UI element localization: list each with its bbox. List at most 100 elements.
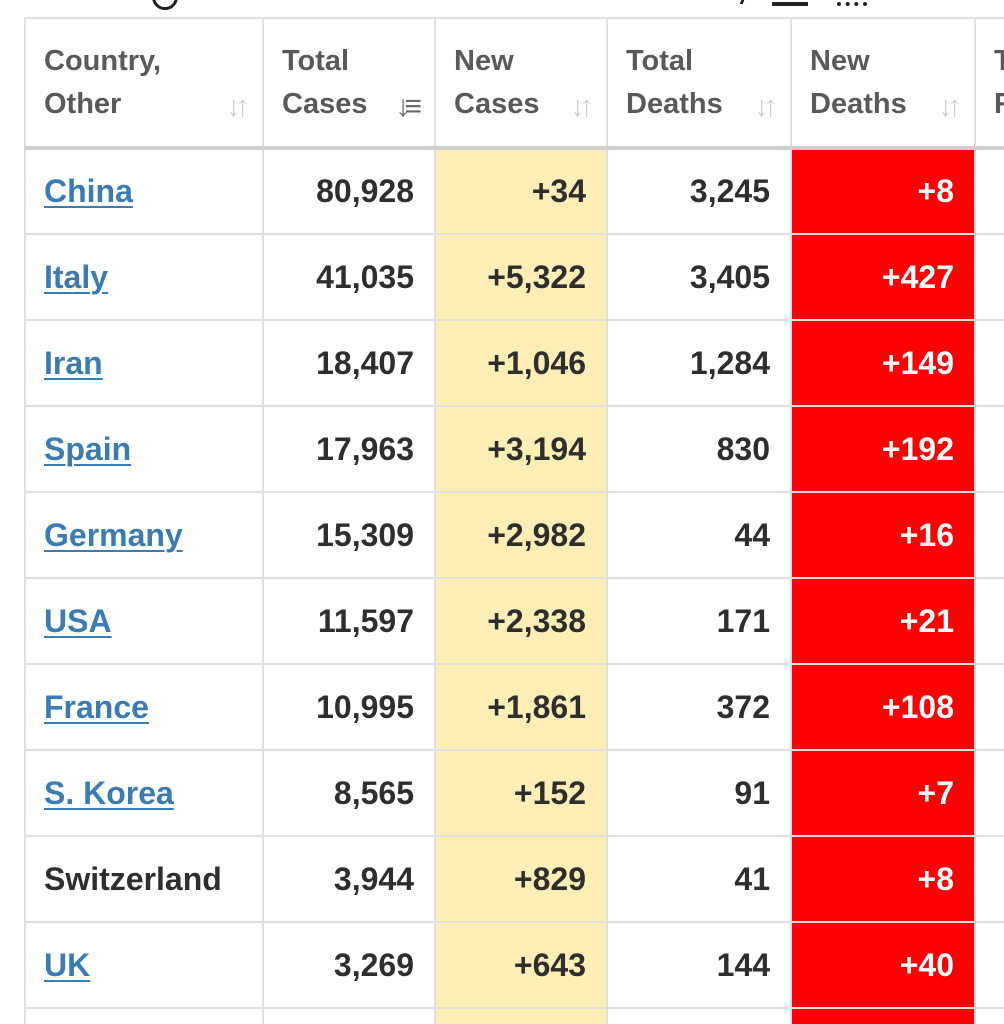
new-deaths-cell: +108	[790, 663, 976, 751]
new-cases-cell: +1,861	[434, 663, 608, 751]
header-new-cases[interactable]: New Cases ↓↑	[434, 17, 608, 150]
table-row: Germany 15,309 +2,982 44 +16	[24, 491, 1004, 579]
country-link[interactable]: Italy	[44, 258, 109, 295]
extra-cell	[974, 577, 1004, 665]
country-link[interactable]: USA	[44, 602, 112, 639]
table-row: UK 3,269 +643 144 +40	[24, 921, 1004, 1009]
wifi-icon	[837, 0, 867, 6]
new-cases-cell	[434, 1007, 608, 1024]
header-label: Country, Other	[44, 45, 162, 120]
total-deaths-cell: 3,245	[606, 147, 792, 235]
total-cases-cell: 18,407	[262, 319, 436, 407]
status-bar	[0, 0, 1004, 16]
sort-descending-icon[interactable]: ↓≡	[395, 90, 422, 123]
total-deaths-cell: 3,405	[606, 233, 792, 321]
country-cell: France	[24, 663, 264, 751]
table-body: China 80,928 +34 3,245 +8 Italy 41,035 +5,322 3,…	[24, 147, 1004, 1024]
country-cell: USA	[24, 577, 264, 665]
country-cell: China	[24, 147, 264, 235]
total-cases-cell: 11,597	[262, 577, 436, 665]
status-icon	[152, 0, 178, 10]
total-deaths-cell: 171	[606, 577, 792, 665]
sort-both-icon[interactable]: ↓↑	[570, 90, 594, 123]
total-deaths-cell: 91	[606, 749, 792, 837]
coronavirus-cases-table: Country, Other ↓↑ Total Cases ↓≡ New Cases ↓↑…	[24, 17, 1004, 1024]
country-link[interactable]: China	[44, 173, 133, 209]
country-link[interactable]: S. Korea	[44, 774, 174, 811]
header-total-deaths[interactable]: Total Deaths ↓↑	[606, 17, 792, 150]
new-cases-cell: +829	[434, 835, 608, 923]
header-label: Total Cases	[282, 45, 368, 120]
header-label: New Deaths	[810, 45, 907, 120]
total-deaths-cell: 1,284	[606, 319, 792, 407]
table-row: USA 11,597 +2,338 171 +21	[24, 577, 1004, 665]
new-deaths-cell: +8	[790, 835, 976, 923]
total-deaths-cell: 144	[606, 921, 792, 1009]
header-label: New Cases	[454, 45, 540, 120]
country-link[interactable]: Iran	[44, 344, 103, 381]
extra-cell	[974, 491, 1004, 579]
total-deaths-cell: 830	[606, 405, 792, 493]
status-icons-right	[739, 0, 952, 6]
signal-icon	[772, 0, 808, 6]
country-link[interactable]: France	[44, 688, 149, 725]
table-container[interactable]: Country, Other ↓↑ Total Cases ↓≡ New Cases ↓↑…	[24, 17, 1004, 1024]
total-cases-cell: 3,944	[262, 835, 436, 923]
country-name: Switzerland	[44, 860, 222, 897]
extra-cell	[974, 921, 1004, 1009]
total-cases-cell: 15,309	[262, 491, 436, 579]
extra-cell	[974, 835, 1004, 923]
country-link[interactable]: Spain	[44, 430, 132, 467]
header-label: T R	[994, 45, 1004, 119]
table-row-partial	[24, 1007, 1004, 1024]
extra-cell	[974, 147, 1004, 235]
sort-both-icon[interactable]: ↓↑	[226, 90, 250, 123]
new-cases-cell: +1,046	[434, 319, 608, 407]
new-deaths-cell: +21	[790, 577, 976, 665]
total-cases-cell: 41,035	[262, 233, 436, 321]
new-deaths-cell: +149	[790, 319, 976, 407]
header-new-deaths[interactable]: New Deaths ↓↑	[790, 17, 976, 150]
table-row: S. Korea 8,565 +152 91 +7	[24, 749, 1004, 837]
country-cell: Switzerland	[24, 835, 264, 923]
country-cell: UK	[24, 921, 264, 1009]
new-deaths-cell: +427	[790, 233, 976, 321]
navigation-icon	[739, 0, 762, 4]
extra-cell	[974, 749, 1004, 837]
total-cases-cell: 8,565	[262, 749, 436, 837]
new-deaths-cell: +40	[790, 921, 976, 1009]
sort-both-icon[interactable]: ↓↑	[938, 90, 962, 123]
new-cases-cell: +643	[434, 921, 608, 1009]
new-cases-cell: +2,982	[434, 491, 608, 579]
total-cases-cell: 80,928	[262, 147, 436, 235]
new-cases-cell: +5,322	[434, 233, 608, 321]
country-link[interactable]: UK	[44, 946, 91, 983]
total-cases-cell: 3,269	[262, 921, 436, 1009]
new-deaths-cell	[790, 1007, 976, 1024]
new-deaths-cell: +8	[790, 147, 976, 235]
country-link[interactable]: Germany	[44, 516, 183, 553]
table-row: Iran 18,407 +1,046 1,284 +149	[24, 319, 1004, 407]
header-extra[interactable]: T R	[974, 17, 1004, 150]
sort-both-icon[interactable]: ↓↑	[754, 90, 778, 123]
total-cases-cell: 10,995	[262, 663, 436, 751]
country-cell	[24, 1007, 264, 1024]
table-row: China 80,928 +34 3,245 +8	[24, 147, 1004, 235]
country-cell: S. Korea	[24, 749, 264, 837]
country-cell: Germany	[24, 491, 264, 579]
table-row: Italy 41,035 +5,322 3,405 +427	[24, 233, 1004, 321]
header-total-cases[interactable]: Total Cases ↓≡	[262, 17, 436, 150]
country-cell: Iran	[24, 319, 264, 407]
table-row: Spain 17,963 +3,194 830 +192	[24, 405, 1004, 493]
extra-cell	[974, 1007, 1004, 1024]
new-cases-cell: +2,338	[434, 577, 608, 665]
table-row: Switzerland 3,944 +829 41 +8	[24, 835, 1004, 923]
header-label: Total Deaths	[626, 45, 723, 120]
country-cell: Spain	[24, 405, 264, 493]
total-deaths-cell: 44	[606, 491, 792, 579]
extra-cell	[974, 405, 1004, 493]
header-country[interactable]: Country, Other ↓↑	[24, 17, 264, 150]
new-cases-cell: +152	[434, 749, 608, 837]
new-deaths-cell: +7	[790, 749, 976, 837]
total-cases-cell	[262, 1007, 436, 1024]
